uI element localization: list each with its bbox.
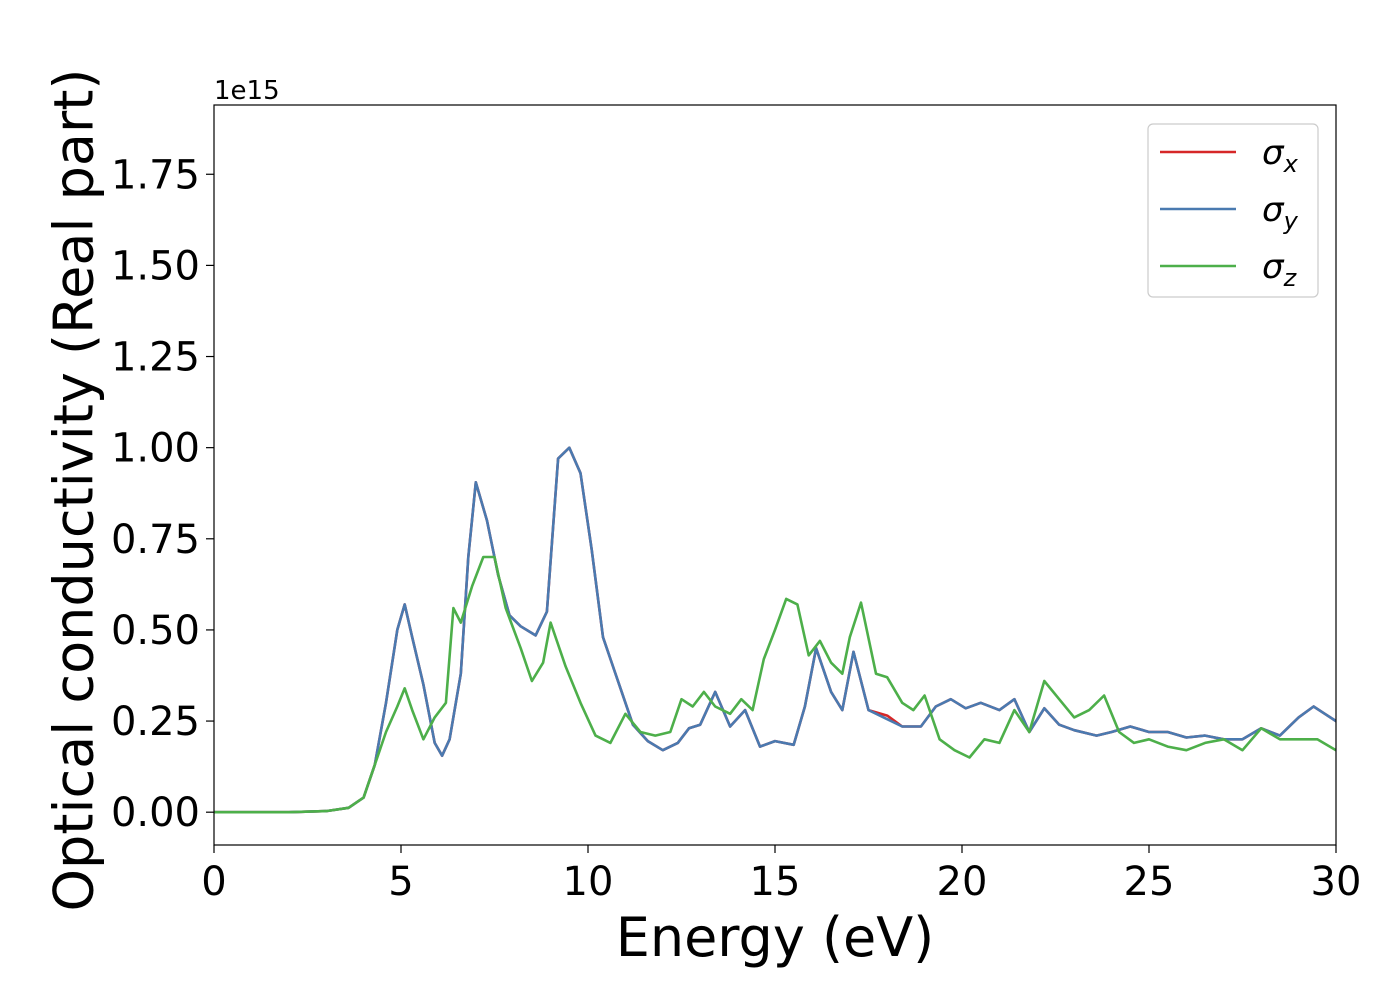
x-tick-label: 0 bbox=[201, 859, 226, 905]
ticks-layer: 0 5 10 15 20 25 30 0.00 0.25 0.50 0.75 1.00 1.25 1.50… bbox=[111, 152, 1362, 905]
y-tick-label: 1.50 bbox=[111, 243, 200, 289]
y-offset-text: 1e15 bbox=[214, 76, 280, 106]
legend-label-z: σz bbox=[1262, 247, 1298, 292]
legend-subscript: x bbox=[1283, 150, 1299, 178]
x-tick-label: 30 bbox=[1311, 859, 1362, 905]
y-tick-label: 1.00 bbox=[111, 426, 200, 472]
series-line-z bbox=[214, 555, 1336, 814]
y-axis-label: Optical conductivity (Real part) bbox=[43, 69, 106, 912]
x-tick-label: 25 bbox=[1124, 859, 1175, 905]
legend-box bbox=[1147, 123, 1319, 298]
x-tick-label: 20 bbox=[937, 859, 988, 905]
legend-label-x: σx bbox=[1262, 133, 1299, 178]
series-layer bbox=[214, 446, 1336, 814]
legend-symbol: σ bbox=[1262, 133, 1285, 173]
legend-subscript: y bbox=[1283, 207, 1299, 235]
y-tick-label: 0.50 bbox=[111, 608, 200, 654]
legend-symbol: σ bbox=[1262, 190, 1285, 230]
x-axis-label: Energy (eV) bbox=[616, 906, 935, 969]
legend-symbol: σ bbox=[1262, 247, 1285, 287]
y-tick-label: 0.00 bbox=[111, 790, 200, 836]
y-tick-label: 1.75 bbox=[111, 152, 200, 198]
x-tick-label: 15 bbox=[750, 859, 801, 905]
x-tick-label: 5 bbox=[388, 859, 413, 905]
legend-subscript: z bbox=[1283, 264, 1298, 292]
y-tick-label: 0.75 bbox=[111, 517, 200, 563]
x-tick-label: 10 bbox=[563, 859, 614, 905]
series-line-y bbox=[214, 446, 1336, 814]
y-tick-label: 0.25 bbox=[111, 699, 200, 745]
legend-label-y: σy bbox=[1262, 190, 1299, 235]
y-tick-label: 1.25 bbox=[111, 335, 200, 381]
